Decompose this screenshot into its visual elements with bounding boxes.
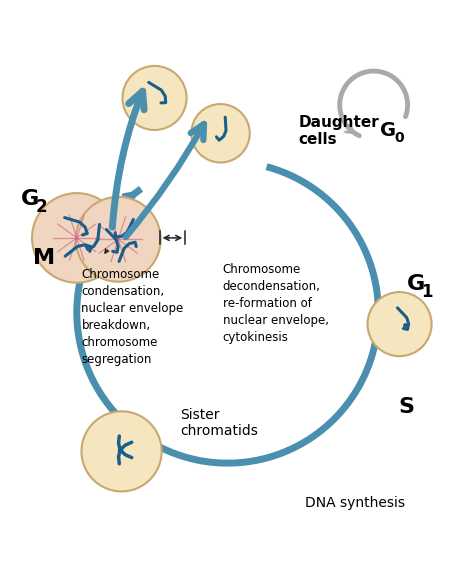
Text: DNA synthesis: DNA synthesis [305, 496, 405, 510]
Circle shape [82, 411, 162, 491]
Text: G: G [380, 122, 396, 140]
Circle shape [32, 193, 121, 283]
Circle shape [122, 66, 187, 130]
Text: 2: 2 [35, 198, 47, 216]
Text: Sister
chromatids: Sister chromatids [181, 408, 258, 438]
Text: M: M [33, 248, 55, 268]
Circle shape [367, 292, 432, 356]
Circle shape [191, 104, 250, 163]
Text: S: S [399, 397, 415, 417]
Text: Chromosome
decondensation,
re-formation of
nuclear envelope,
cytokinesis: Chromosome decondensation, re-formation … [223, 263, 329, 344]
Circle shape [76, 197, 161, 282]
Text: Chromosome
condensation,
nuclear envelope
breakdown,
chromosome
segregation: Chromosome condensation, nuclear envelop… [82, 268, 184, 366]
Text: Daughter
cells: Daughter cells [298, 114, 379, 147]
Text: 0: 0 [394, 131, 404, 146]
Text: 1: 1 [422, 282, 433, 301]
Text: G: G [20, 189, 39, 209]
Text: G: G [407, 274, 425, 294]
